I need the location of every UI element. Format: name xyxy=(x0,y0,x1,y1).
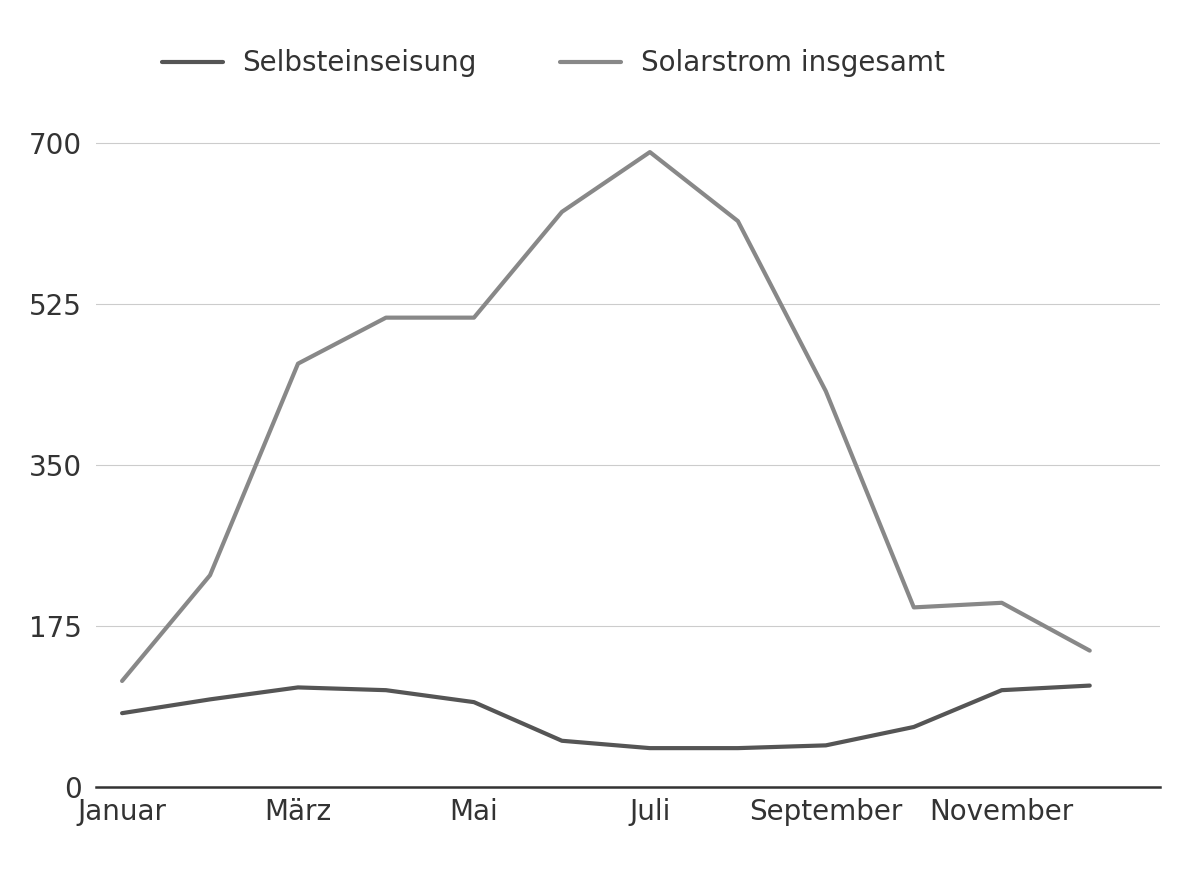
Legend: Selbsteinseisung, Solarstrom insgesamt: Selbsteinseisung, Solarstrom insgesamt xyxy=(151,38,956,88)
